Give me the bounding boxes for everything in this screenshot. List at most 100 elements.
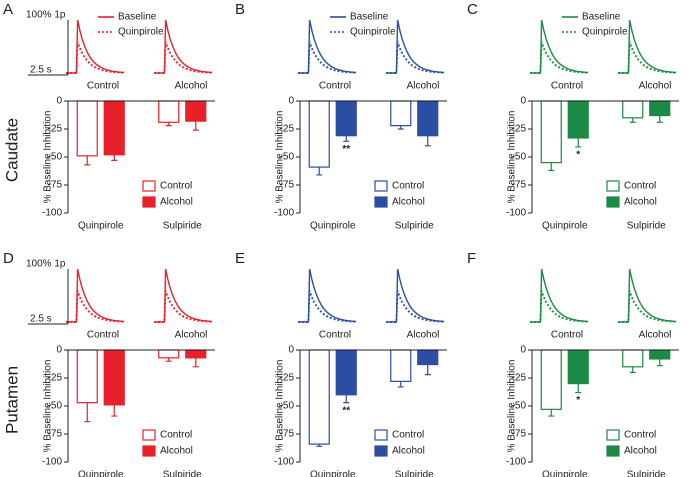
legend-label: Alcohol [160,446,193,457]
row-label: Caudate [2,118,21,182]
error-bar [424,135,431,147]
scale-label: 100% 1p [26,10,66,21]
x-tick-label: Sulpiride [627,221,666,232]
legend-swatch [374,180,388,192]
panel-letter: E [235,250,245,267]
legend-label: Quinpirole [118,27,164,38]
bar [185,349,207,359]
legend-swatch [606,445,620,457]
x-tick-label: Quinpirole [78,221,124,232]
trace [618,268,677,323]
legend-label: Baseline [582,12,621,23]
bar [649,349,671,360]
scale-bar [28,269,69,325]
legend-label: Quinpirole [350,27,396,38]
y-tick-label: -75 [280,429,295,440]
legend-label: Alcohol [160,197,193,208]
y-tick-label: 0 [520,96,526,107]
y-tick-label: -25 [280,373,295,384]
error-bar [548,409,555,417]
legend-swatch [142,429,156,441]
y-tick-label: -75 [512,180,527,191]
y-tick-label: 0 [520,345,526,356]
error-bar [397,381,404,388]
y-tick-label: -50 [48,152,63,163]
bar [103,349,125,406]
trace-label: Control [551,330,583,341]
trace [66,268,125,323]
error-bar [111,154,118,161]
error-bar [316,167,323,176]
y-axis-label: % Baseline Inhibition [275,111,286,204]
y-axis-label: % Baseline Inhibition [43,360,54,453]
y-tick-label: -100 [274,457,294,468]
legend-swatch [142,445,156,457]
bar [567,349,589,385]
legend-swatch [374,445,388,457]
bar [308,100,330,168]
error-bar [629,117,636,123]
legend-label: Control [160,430,192,441]
error-bar [316,444,323,447]
error-bar [343,394,350,404]
trace [386,19,445,74]
x-tick-label: Quinpirole [78,470,124,477]
legend-label: Alcohol [624,197,657,208]
bar [76,349,98,404]
y-tick-label: -100 [42,457,62,468]
y-axis-label: % Baseline Inhibition [507,360,518,453]
trace [154,268,213,323]
scale-bar [28,20,69,76]
x-tick-label: Quinpirole [310,221,356,232]
bar [622,100,644,119]
y-tick-label: -100 [506,208,526,219]
y-tick-label: 0 [288,345,294,356]
trace [66,41,125,74]
y-tick-label: 0 [56,96,62,107]
bar [540,100,562,164]
trace-label: Alcohol [407,81,440,92]
x-tick-label: Sulpiride [395,470,434,477]
error-bar [192,121,199,131]
trace [618,41,677,74]
error-bar [424,364,431,376]
trace-label: Control [319,330,351,341]
legend-label: Alcohol [624,446,657,457]
error-bar [84,402,91,423]
x-tick-label: Quinpirole [542,221,588,232]
error-bar [548,162,555,172]
y-axis-label: % Baseline Inhibition [275,360,286,453]
bar [417,349,439,366]
row-label: Putamen [2,366,21,434]
y-tick-label: -100 [42,208,62,219]
y-tick-label: -25 [512,124,527,135]
trace-label: Alcohol [175,81,208,92]
y-tick-label: -75 [280,180,295,191]
trace-label: Control [87,81,119,92]
panel-letter: C [467,1,478,18]
trace [530,268,589,323]
trace [386,268,445,323]
x-tick-label: Sulpiride [395,221,434,232]
trace [154,290,213,323]
trace [530,19,589,74]
legend-swatch [142,196,156,208]
trace [66,19,125,74]
trace [154,41,213,74]
trace [386,41,445,74]
bar [390,349,412,382]
bar [567,100,589,139]
x-tick-label: Sulpiride [627,470,666,477]
y-tick-label: -50 [280,401,295,412]
legend-label: Baseline [350,12,389,23]
error-bar [629,366,636,373]
y-tick-label: -50 [512,401,527,412]
trace [66,290,125,323]
legend-swatch [374,196,388,208]
y-tick-label: -100 [274,208,294,219]
error-bar [165,357,172,362]
y-tick-label: -75 [48,180,63,191]
legend-swatch [142,180,156,192]
legend-label: Control [392,181,424,192]
